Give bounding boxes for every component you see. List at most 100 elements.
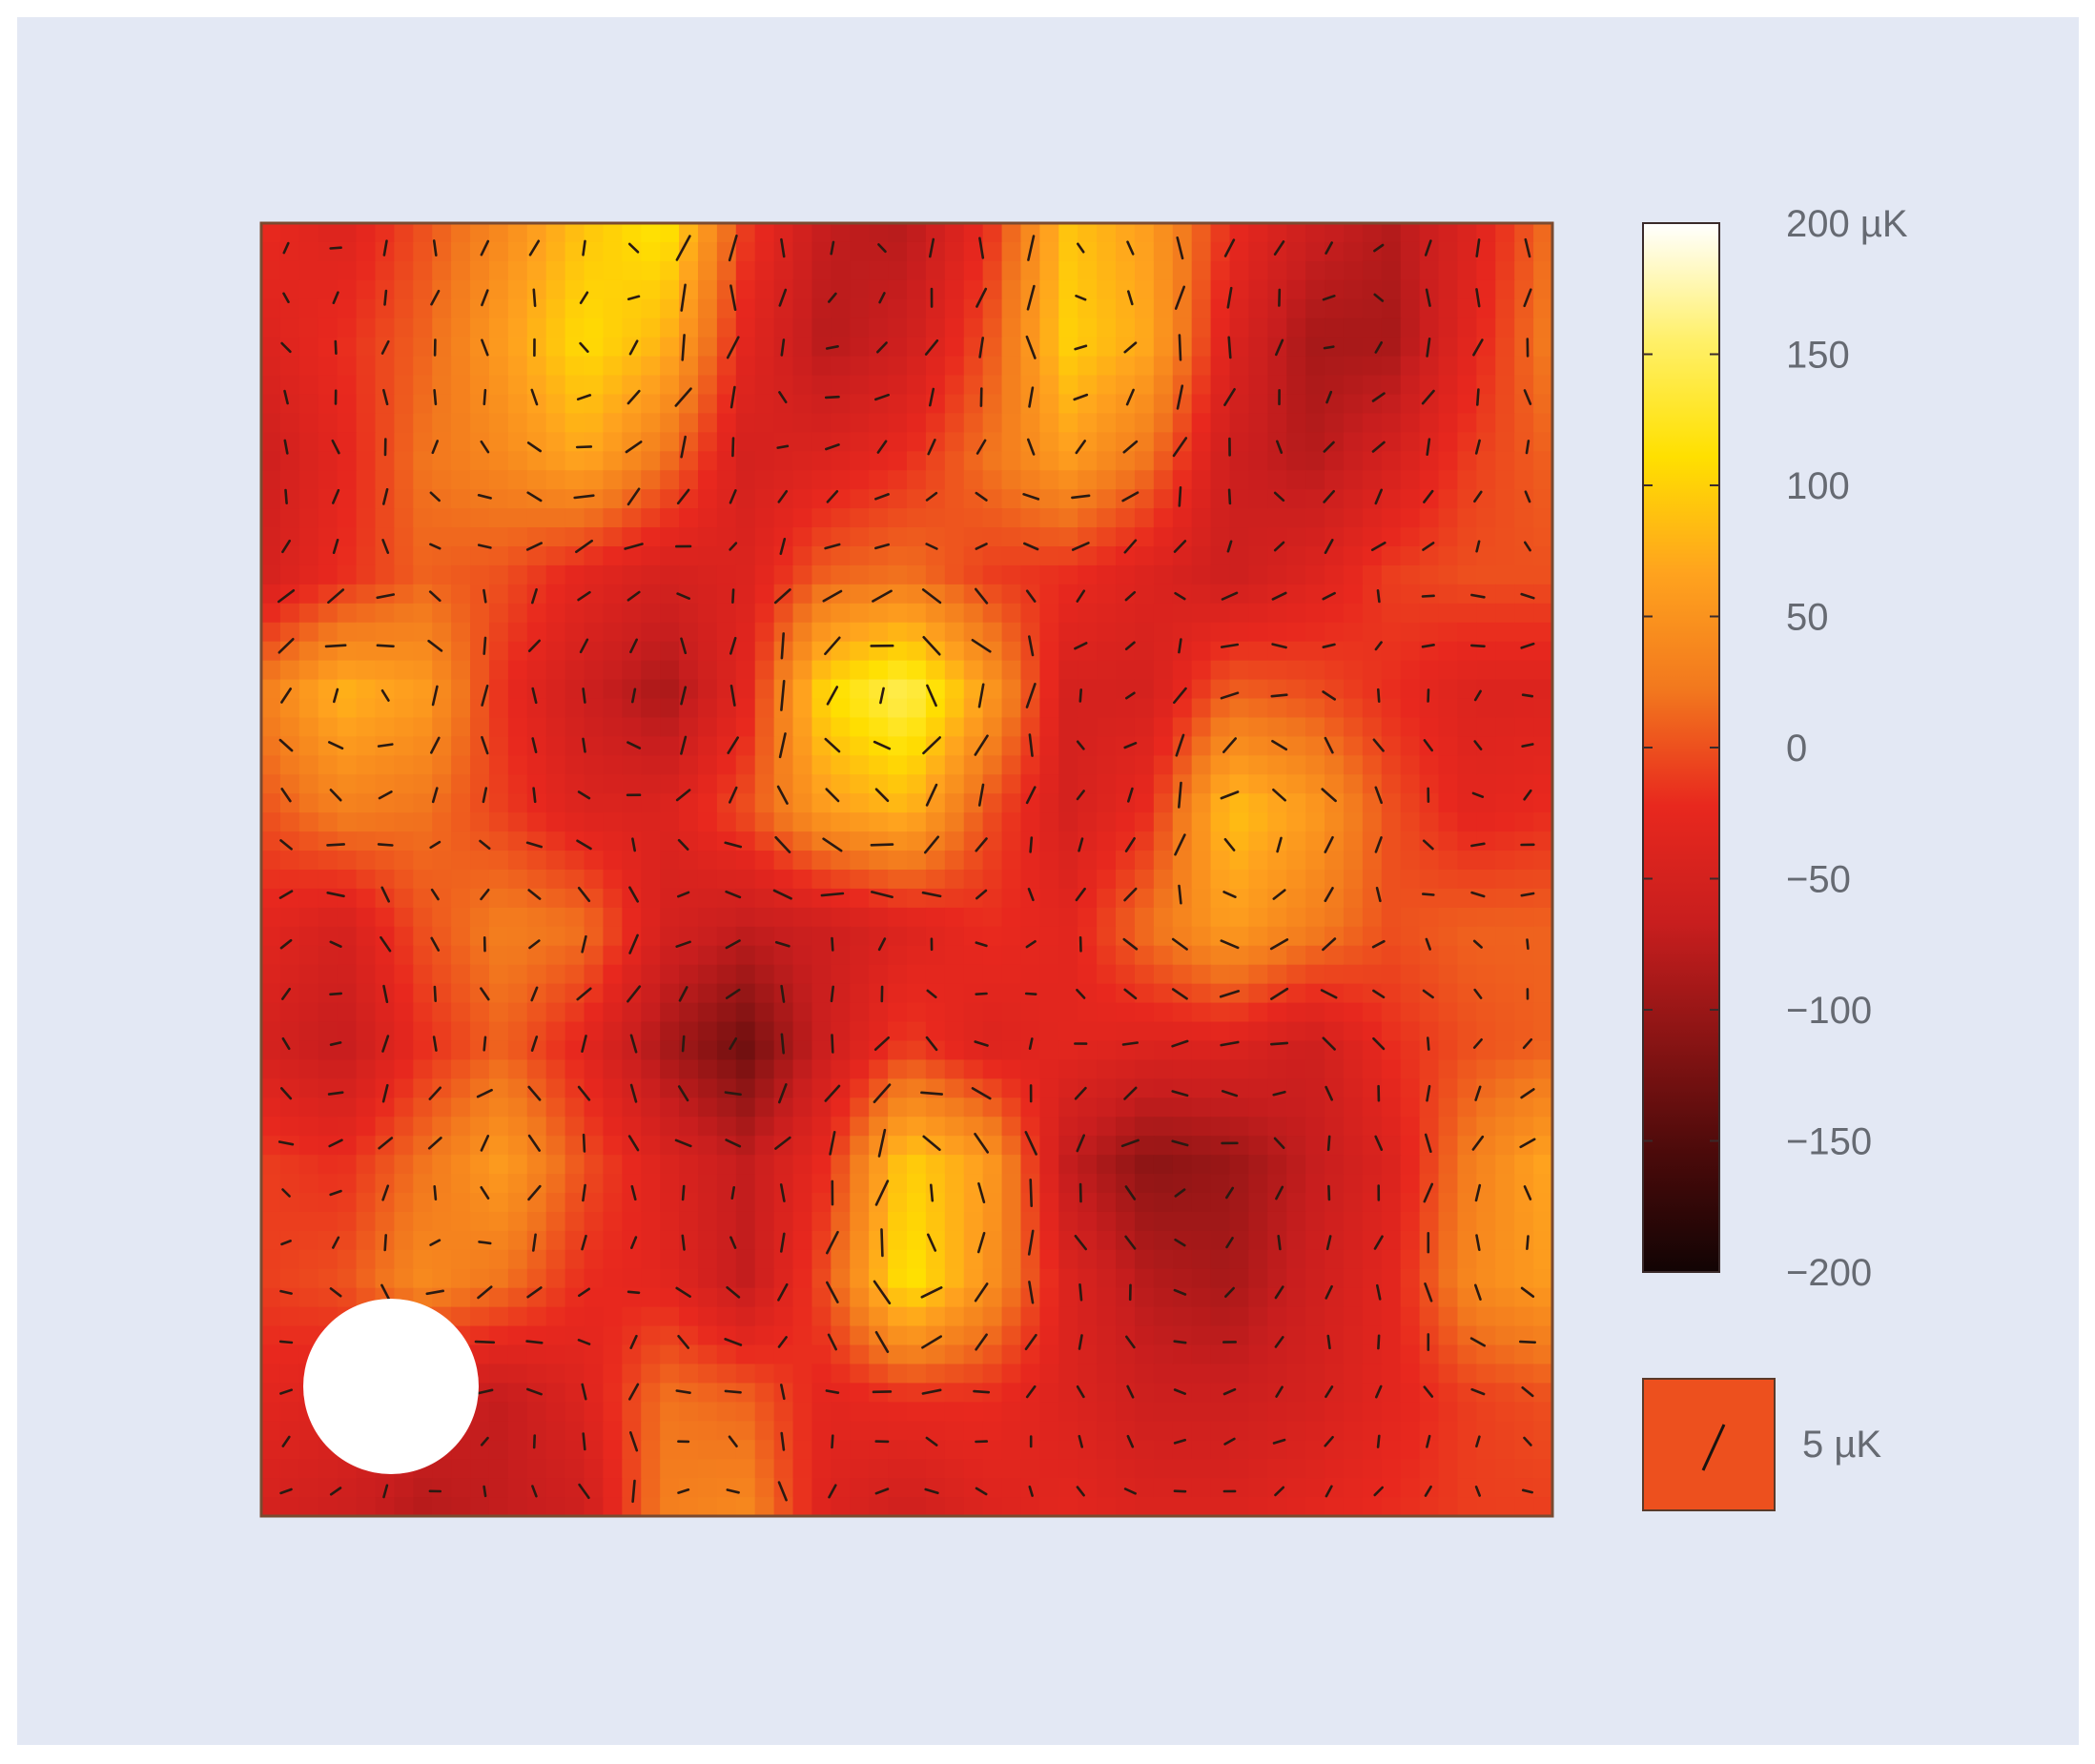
map-cell [1229, 1344, 1250, 1365]
polarization-vector [331, 488, 340, 504]
map-cell [697, 1287, 718, 1308]
map-cell [925, 1117, 946, 1137]
map-cell [451, 584, 471, 605]
polarization-vector [431, 685, 439, 707]
map-cell [545, 736, 566, 757]
map-cell [1419, 717, 1440, 738]
map-cell [1381, 1497, 1402, 1516]
map-cell [1116, 1497, 1136, 1516]
map-cell [1419, 1193, 1440, 1213]
map-cell [716, 546, 737, 566]
polarization-vector [1173, 540, 1187, 553]
map-cell [1400, 1459, 1421, 1479]
map-cell [526, 1421, 547, 1442]
map-cell [963, 1021, 984, 1042]
map-cell [545, 394, 566, 415]
map-cell [850, 1402, 870, 1423]
map-cell [584, 1325, 605, 1346]
map-cell [1267, 755, 1288, 776]
map-cell [1001, 603, 1022, 624]
map-cell [1229, 241, 1250, 262]
polarization-vector [626, 487, 641, 506]
polarization-vector [1470, 842, 1486, 848]
map-cell [1381, 1440, 1402, 1460]
map-cell [603, 851, 624, 871]
map-cell [1514, 375, 1534, 396]
map-cell [375, 356, 396, 377]
map-cell [641, 413, 661, 434]
map-cell [1514, 1268, 1534, 1289]
map-cell [925, 870, 946, 890]
map-cell [1267, 279, 1288, 300]
map-cell [1533, 470, 1552, 490]
map-cell [622, 888, 643, 909]
map-cell [451, 413, 471, 434]
map-cell [1286, 1421, 1306, 1442]
map-cell [1495, 717, 1515, 738]
map-cell [488, 451, 509, 472]
map-cell [641, 812, 661, 832]
map-cell [1020, 1136, 1041, 1156]
map-cell [1172, 641, 1193, 662]
map-cell [735, 1097, 756, 1118]
map-cell [584, 698, 605, 719]
map-cell [1419, 945, 1440, 966]
map-cell [1325, 1440, 1345, 1460]
map-cell [1116, 698, 1136, 719]
map-cell [697, 1078, 718, 1099]
temperature-map [261, 223, 1552, 1516]
map-cell [1248, 1117, 1269, 1137]
map-cell [925, 223, 946, 243]
map-cell [1248, 1174, 1269, 1194]
map-cell [1514, 413, 1534, 434]
map-cell [944, 1117, 965, 1137]
map-cell [1400, 1155, 1421, 1175]
map-cell [1400, 793, 1421, 813]
map-cell [1116, 774, 1136, 795]
map-cell [565, 793, 585, 813]
map-cell [1476, 812, 1497, 832]
map-cell [451, 375, 471, 396]
map-cell [1210, 679, 1231, 700]
polarization-vector [974, 734, 989, 756]
map-cell [603, 279, 624, 300]
map-cell [679, 279, 699, 300]
map-cell [1438, 470, 1459, 490]
map-cell [1134, 831, 1155, 851]
map-cell [660, 1421, 680, 1442]
map-cell [1305, 1383, 1325, 1404]
map-cell [1514, 432, 1534, 453]
map-cell [1381, 1249, 1402, 1270]
map-cell [356, 564, 377, 585]
map-cell [697, 1211, 718, 1232]
map-cell [526, 298, 547, 319]
map-cell [1495, 1117, 1515, 1137]
map-cell [944, 413, 965, 434]
map-cell [1172, 964, 1193, 985]
map-cell [545, 983, 566, 1004]
map-cell [451, 1002, 471, 1023]
map-cell [641, 1078, 661, 1099]
map-cell [356, 755, 377, 776]
map-cell [1058, 812, 1078, 832]
map-cell [1533, 1402, 1552, 1423]
map-cell [356, 1193, 377, 1213]
map-cell [1116, 394, 1136, 415]
map-cell [716, 564, 737, 585]
map-cell [792, 1383, 813, 1404]
map-cell [1438, 1364, 1459, 1385]
map-cell [982, 564, 1003, 585]
map-cell [1001, 851, 1022, 871]
map-cell [1134, 983, 1155, 1004]
map-cell [1476, 1097, 1497, 1118]
map-cell [944, 546, 965, 566]
map-cell [641, 470, 661, 490]
map-cell [850, 413, 870, 434]
map-cell [907, 907, 927, 928]
map-cell [432, 1155, 452, 1175]
polarization-vector [1222, 737, 1237, 754]
map-cell [413, 432, 433, 453]
map-cell [298, 1040, 319, 1061]
map-cell [850, 870, 870, 890]
map-cell [1362, 546, 1383, 566]
